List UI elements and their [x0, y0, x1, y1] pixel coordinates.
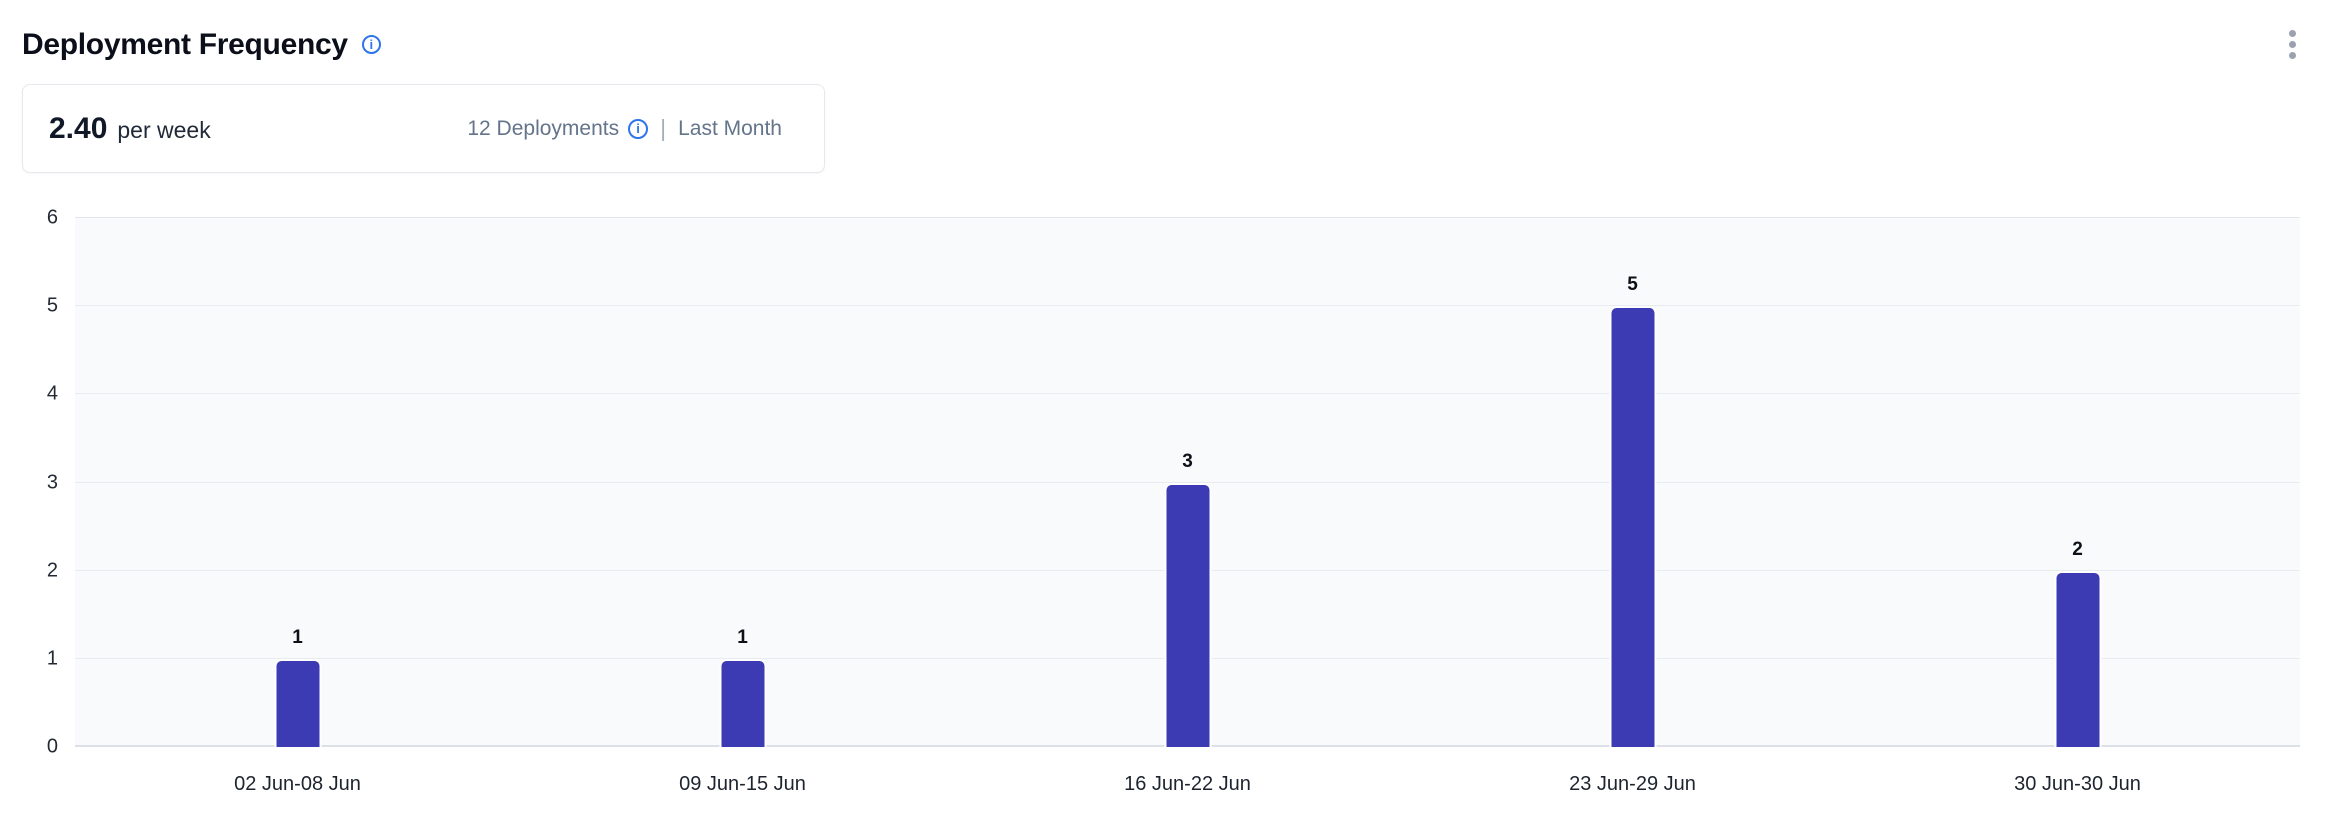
period-label: Last Month: [678, 116, 782, 140]
bar-value-label-4: 5: [1627, 274, 1638, 296]
gridline-6: [75, 217, 2300, 218]
y-tick-label-0: 0: [46, 735, 58, 758]
summary-card: 2.40 per week 12 Deployments | Last Mont…: [22, 84, 825, 173]
kebab-dot: [2289, 41, 2296, 48]
bar-5[interactable]: [2054, 570, 2101, 747]
metric-unit: per week: [117, 116, 211, 143]
widget-header: Deployment Frequency: [0, 0, 2342, 63]
bar-chart-plot: 0 1 2 3 4 5 6 1 1 3 5 2: [47, 207, 2300, 758]
kebab-menu-button[interactable]: [2287, 26, 2298, 63]
gridline-5: [75, 305, 2300, 307]
x-tick-label-4: 23 Jun-29 Jun: [1569, 773, 1696, 795]
gridline-3: [75, 481, 2300, 483]
meta-separator: |: [660, 115, 667, 141]
metric-value: 2.40: [49, 111, 108, 145]
deployments-count: 12 Deployments: [467, 116, 620, 140]
gridline-4: [75, 393, 2300, 395]
y-tick-label-2: 2: [46, 559, 58, 582]
x-tick-label-1: 02 Jun-08 Jun: [234, 773, 361, 795]
summary-metric: 2.40 per week: [49, 112, 211, 146]
y-tick-label-1: 1: [46, 647, 58, 670]
bar-value-label-2: 1: [737, 626, 748, 648]
title-info-icon[interactable]: [361, 35, 381, 54]
y-tick-label-4: 4: [46, 382, 58, 405]
y-tick-label-6: 6: [46, 206, 58, 229]
deployment-frequency-widget: Deployment Frequency 2.40 per week 12 De…: [0, 0, 2342, 799]
x-axis-labels: 02 Jun-08 Jun 09 Jun-15 Jun 16 Jun-22 Jun 2…: [75, 773, 2300, 799]
bar-3[interactable]: [1164, 482, 1211, 747]
x-tick-label-3: 16 Jun-22 Jun: [1124, 773, 1251, 795]
bar-value-label-1: 1: [292, 626, 303, 648]
kebab-dot: [2289, 52, 2296, 59]
page-title: Deployment Frequency: [22, 27, 348, 61]
kebab-dot: [2289, 30, 2296, 37]
summary-meta: 12 Deployments | Last Month: [467, 115, 782, 142]
y-tick-label-5: 5: [46, 294, 58, 317]
bar-value-label-5: 2: [2072, 538, 2083, 560]
x-tick-label-2: 09 Jun-15 Jun: [679, 773, 806, 795]
bar-value-label-3: 3: [1182, 450, 1193, 472]
bar-2[interactable]: [719, 658, 766, 747]
y-tick-label-3: 3: [46, 471, 58, 493]
bar-4[interactable]: [1609, 306, 1656, 747]
deployments-info-icon[interactable]: [628, 118, 649, 139]
bar-1[interactable]: [274, 658, 321, 747]
x-tick-label-5: 30 Jun-30 Jun: [2014, 773, 2141, 795]
